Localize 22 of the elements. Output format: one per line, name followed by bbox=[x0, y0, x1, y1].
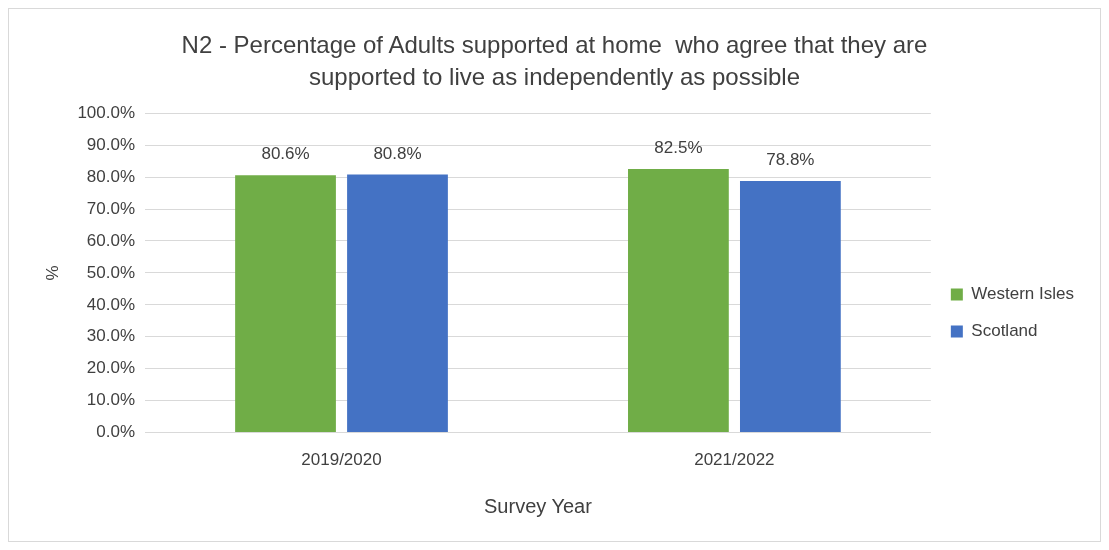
legend-label: Scotland bbox=[971, 321, 1038, 341]
y-tick-label: 10.0% bbox=[86, 390, 136, 410]
y-axis-title: % bbox=[42, 265, 62, 281]
x-tick-label: 2019/2020 bbox=[301, 450, 382, 470]
y-tick-label: 20.0% bbox=[86, 358, 136, 378]
y-tick-label: 90.0% bbox=[86, 134, 136, 154]
legend-label: Western Isles bbox=[971, 284, 1075, 304]
x-axis-title: Survey Year bbox=[484, 494, 593, 517]
y-tick-label: 60.0% bbox=[86, 230, 136, 250]
data-label: 80.8% bbox=[373, 143, 422, 163]
x-tick-label: 2021/2022 bbox=[694, 450, 775, 470]
y-tick-label: 80.0% bbox=[86, 166, 136, 186]
y-tick-label: 0.0% bbox=[96, 422, 136, 442]
chart-title: N2 - Percentage of Adults supported at home who agree that they are supported to live as independently as possible bbox=[180, 30, 929, 92]
data-label: 78.8% bbox=[766, 150, 815, 170]
y-tick-label: 40.0% bbox=[86, 294, 136, 314]
y-tick-label: 100.0% bbox=[77, 102, 136, 122]
y-tick-label: 70.0% bbox=[86, 198, 136, 218]
data-label: 82.5% bbox=[654, 138, 703, 158]
y-tick-label: 30.0% bbox=[86, 326, 136, 346]
y-tick-label: 50.0% bbox=[86, 262, 136, 282]
data-label: 80.6% bbox=[261, 144, 310, 164]
